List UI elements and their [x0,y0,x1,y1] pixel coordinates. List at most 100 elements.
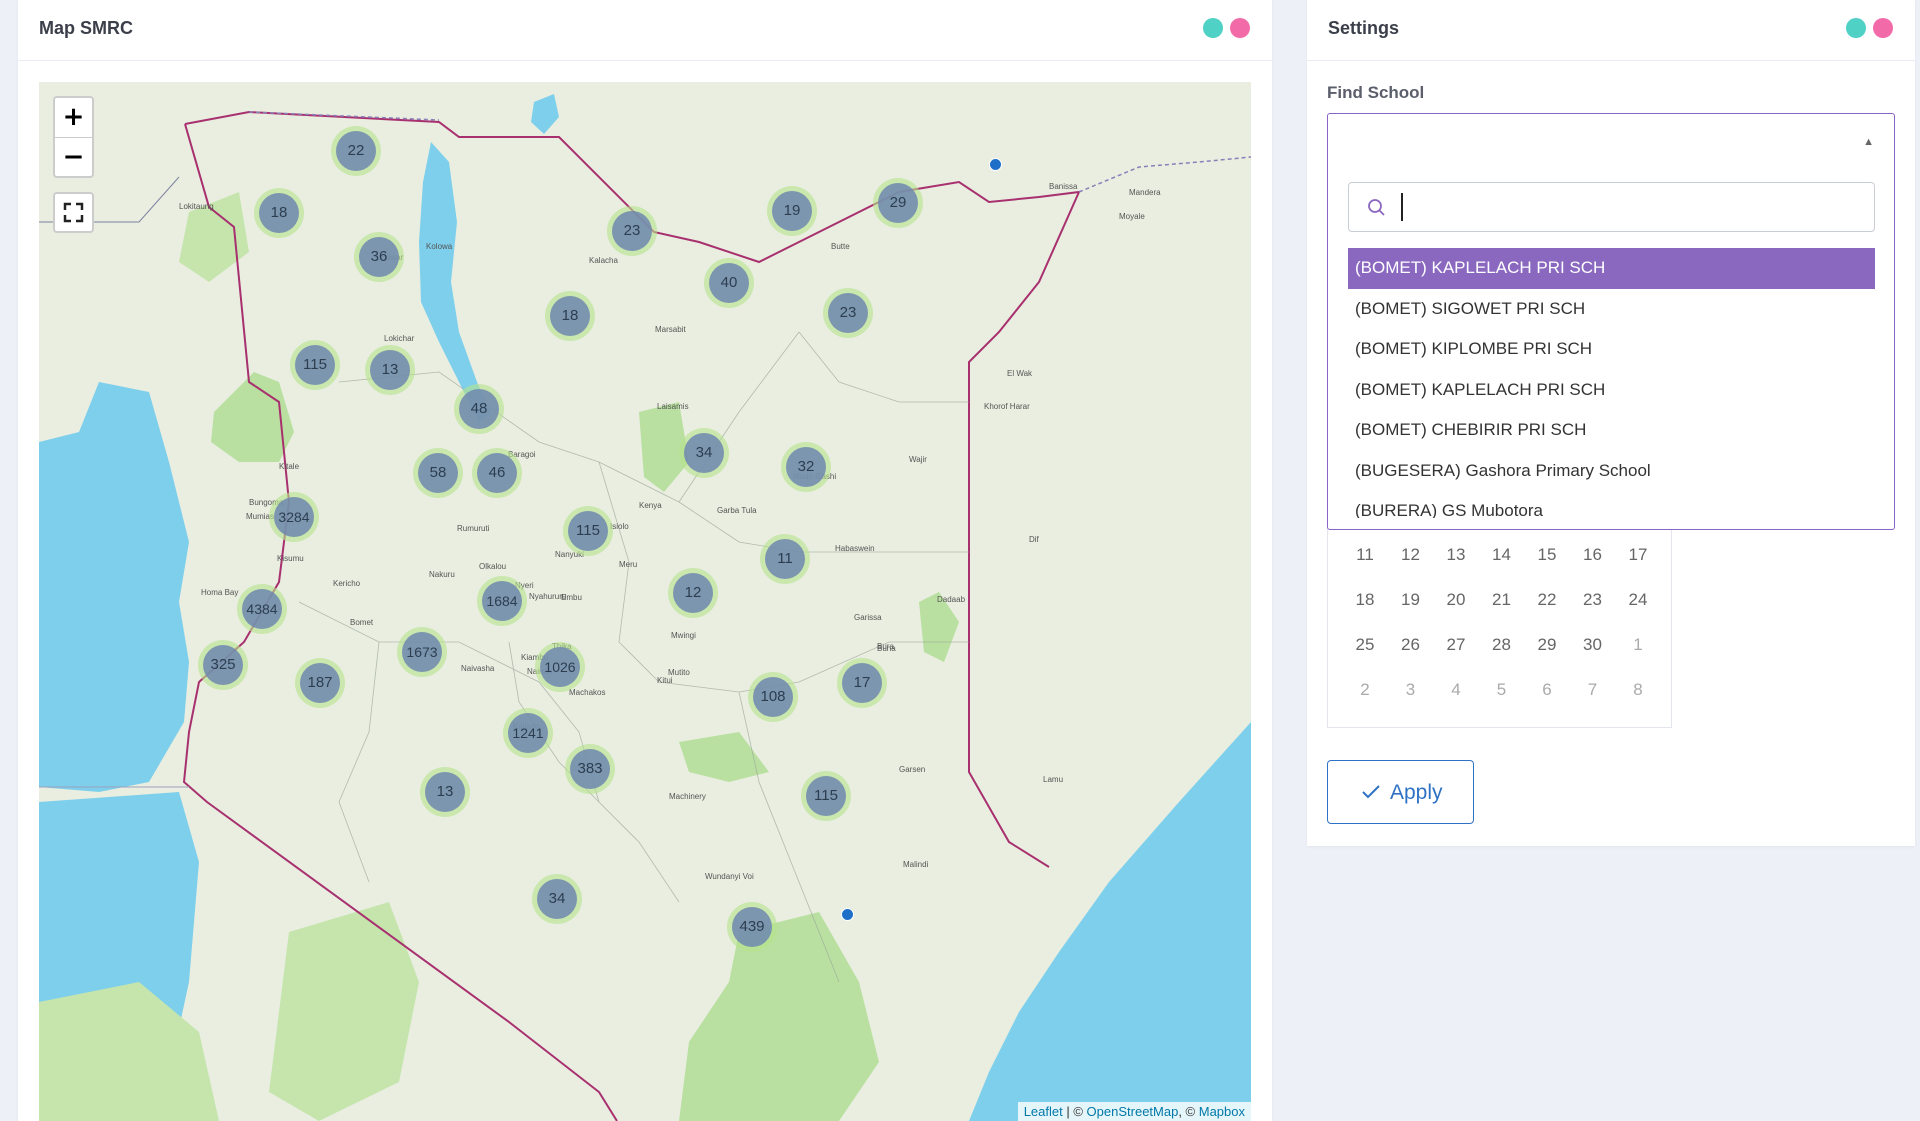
school-cluster-marker[interactable]: 3284 [269,492,319,542]
school-cluster-marker[interactable]: 17 [837,658,887,708]
school-cluster-marker[interactable]: 13 [365,345,415,395]
zoom-in-button[interactable]: + [62,102,85,132]
pink-dot-icon[interactable] [1873,18,1893,38]
school-option[interactable]: (BURERA) GS Mubotora [1355,501,1543,518]
school-option[interactable]: (BOMET) CHEBIRIR PRI SCH [1355,420,1587,439]
school-cluster-marker[interactable]: 1026 [535,642,585,692]
school-cluster-marker[interactable]: 29 [873,178,923,228]
calendar-day[interactable]: 19 [1401,590,1420,609]
calendar-day[interactable]: 14 [1492,545,1511,564]
school-search-field[interactable] [1348,182,1875,232]
school-cluster-marker[interactable]: 18 [545,291,595,341]
map-place-label: Nanyuki [555,550,584,559]
school-cluster-marker[interactable]: 36 [354,232,404,282]
school-cluster-marker[interactable]: 1241 [503,708,553,758]
pink-dot-icon[interactable] [1230,18,1250,38]
calendar-day[interactable]: 12 [1401,545,1420,564]
calendar-day[interactable]: 21 [1492,590,1511,609]
calendar-day[interactable]: 15 [1537,545,1557,564]
cluster-count: 18 [259,193,299,233]
caret-up-icon[interactable]: ▲ [1863,136,1874,148]
calendar-day[interactable]: 13 [1446,545,1466,564]
school-cluster-marker[interactable]: 18 [254,188,304,238]
school-cluster-marker[interactable]: 115 [290,340,340,390]
calendar-day[interactable]: 2 [1360,680,1370,699]
mapbox-link[interactable]: Mapbox [1198,1104,1245,1119]
calendar-day[interactable]: 4 [1451,680,1461,699]
leaflet-link[interactable]: Leaflet [1023,1104,1063,1119]
school-cluster-marker[interactable]: 325 [198,640,248,690]
school-location-pin[interactable] [841,908,854,921]
calendar-day[interactable]: 27 [1446,635,1466,654]
calendar-day[interactable]: 28 [1492,635,1511,654]
calendar-day[interactable]: 5 [1496,680,1507,699]
school-cluster-marker[interactable]: 46 [472,448,522,498]
calendar-day[interactable]: 7 [1587,680,1598,699]
school-option[interactable]: (BOMET) KAPLELACH PRI SCH [1355,379,1606,399]
calendar-day[interactable]: 29 [1537,635,1557,654]
school-cluster-marker[interactable]: 34 [532,874,582,924]
calendar-day[interactable]: 11 [1356,545,1374,564]
school-cluster-marker[interactable]: 115 [801,771,851,821]
school-option[interactable]: (BOMET) KAPLELACH PRI SCH [1348,248,1875,289]
school-cluster-marker[interactable]: 187 [295,658,345,708]
school-cluster-marker[interactable]: 1673 [397,627,447,677]
calendar-day[interactable]: 20 [1446,590,1466,609]
zoom-control: + − [53,96,94,178]
school-option[interactable]: (BOMET) KIPLOMBE PRI SCH [1355,339,1593,358]
calendar-day[interactable]: 17 [1628,545,1648,564]
school-cluster-marker[interactable]: 383 [565,744,615,794]
school-cluster-marker[interactable]: 32 [781,442,831,492]
school-cluster-marker[interactable]: 19 [767,186,817,236]
zoom-out-button[interactable]: − [55,137,92,176]
calendar-day[interactable]: 1 [1633,635,1643,654]
school-location-pin[interactable] [989,158,1002,171]
calendar-day[interactable]: 26 [1401,635,1420,654]
map-place-label: Mumias [246,512,275,521]
calendar-day[interactable]: 16 [1583,545,1602,564]
school-cluster-marker[interactable]: 108 [748,672,798,722]
teal-dot-icon[interactable] [1846,18,1866,38]
school-cluster-marker[interactable]: 115 [563,506,613,556]
check-icon [1362,785,1380,799]
map-place-label: Meru [619,560,638,569]
calendar-day[interactable]: 30 [1583,635,1602,654]
map-attribution: Leaflet | © OpenStreetMap, © Mapbox [1017,1102,1251,1121]
calendar-day[interactable]: 18 [1355,590,1375,609]
school-cluster-marker[interactable]: 40 [704,258,754,308]
school-option[interactable]: (BOMET) SIGOWET PRI SCH [1355,298,1586,318]
calendar-day[interactable]: 22 [1537,590,1557,609]
school-cluster-marker[interactable]: 11 [760,534,810,584]
school-cluster-marker[interactable]: 22 [331,126,381,176]
school-cluster-marker[interactable]: 4384 [237,584,287,634]
apply-button[interactable]: Apply [1327,760,1474,824]
teal-dot-icon[interactable] [1203,18,1223,38]
calendar-day[interactable]: 24 [1628,590,1648,609]
calendar-day[interactable]: 23 [1583,590,1602,609]
school-cluster-marker[interactable]: 34 [679,428,729,478]
cluster-count: 108 [753,677,793,717]
school-cluster-marker[interactable]: 58 [413,448,463,498]
calendar-day[interactable]: 3 [1405,680,1416,699]
school-cluster-marker[interactable]: 13 [420,767,470,817]
school-option[interactable]: (BUGESERA) Gashora Primary School [1355,460,1651,480]
date-picker-calendar: 11 12 13 14 15 16 17 18 19 20 21 22 23 24 25 26 27 28 29 30… [1327,500,1672,728]
calendar-day[interactable]: 6 [1542,680,1552,699]
calendar-day[interactable]: 8 [1633,680,1643,699]
school-cluster-marker[interactable]: 1684 [477,576,527,626]
calendar-day[interactable]: 25 [1355,635,1375,654]
school-search-input[interactable] [1401,193,1861,221]
school-cluster-marker[interactable]: 23 [823,288,873,338]
cluster-count: 23 [612,211,652,251]
school-cluster-marker[interactable]: 439 [727,902,777,952]
school-cluster-marker[interactable]: 23 [607,206,657,256]
school-cluster-marker[interactable]: 48 [454,384,504,434]
openstreetmap-link[interactable]: OpenStreetMap [1086,1104,1179,1119]
map-place-label: Malindi [903,860,929,869]
school-options-list[interactable]: (BOMET) KAPLELACH PRI SCH (BOMET) SIGOWET… [1348,248,1875,518]
map-place-label: Garissa [854,613,882,622]
fullscreen-button[interactable] [53,192,94,233]
school-cluster-marker[interactable]: 12 [668,568,718,618]
kenya-map[interactable]: LodwarKalachaMarsabitLokicharLaisamisKit… [39,82,1251,1121]
find-school-select[interactable]: ▲ (BOMET) KAPLELACH PRI SCH (BOMET) SIGOW… [1327,113,1895,530]
